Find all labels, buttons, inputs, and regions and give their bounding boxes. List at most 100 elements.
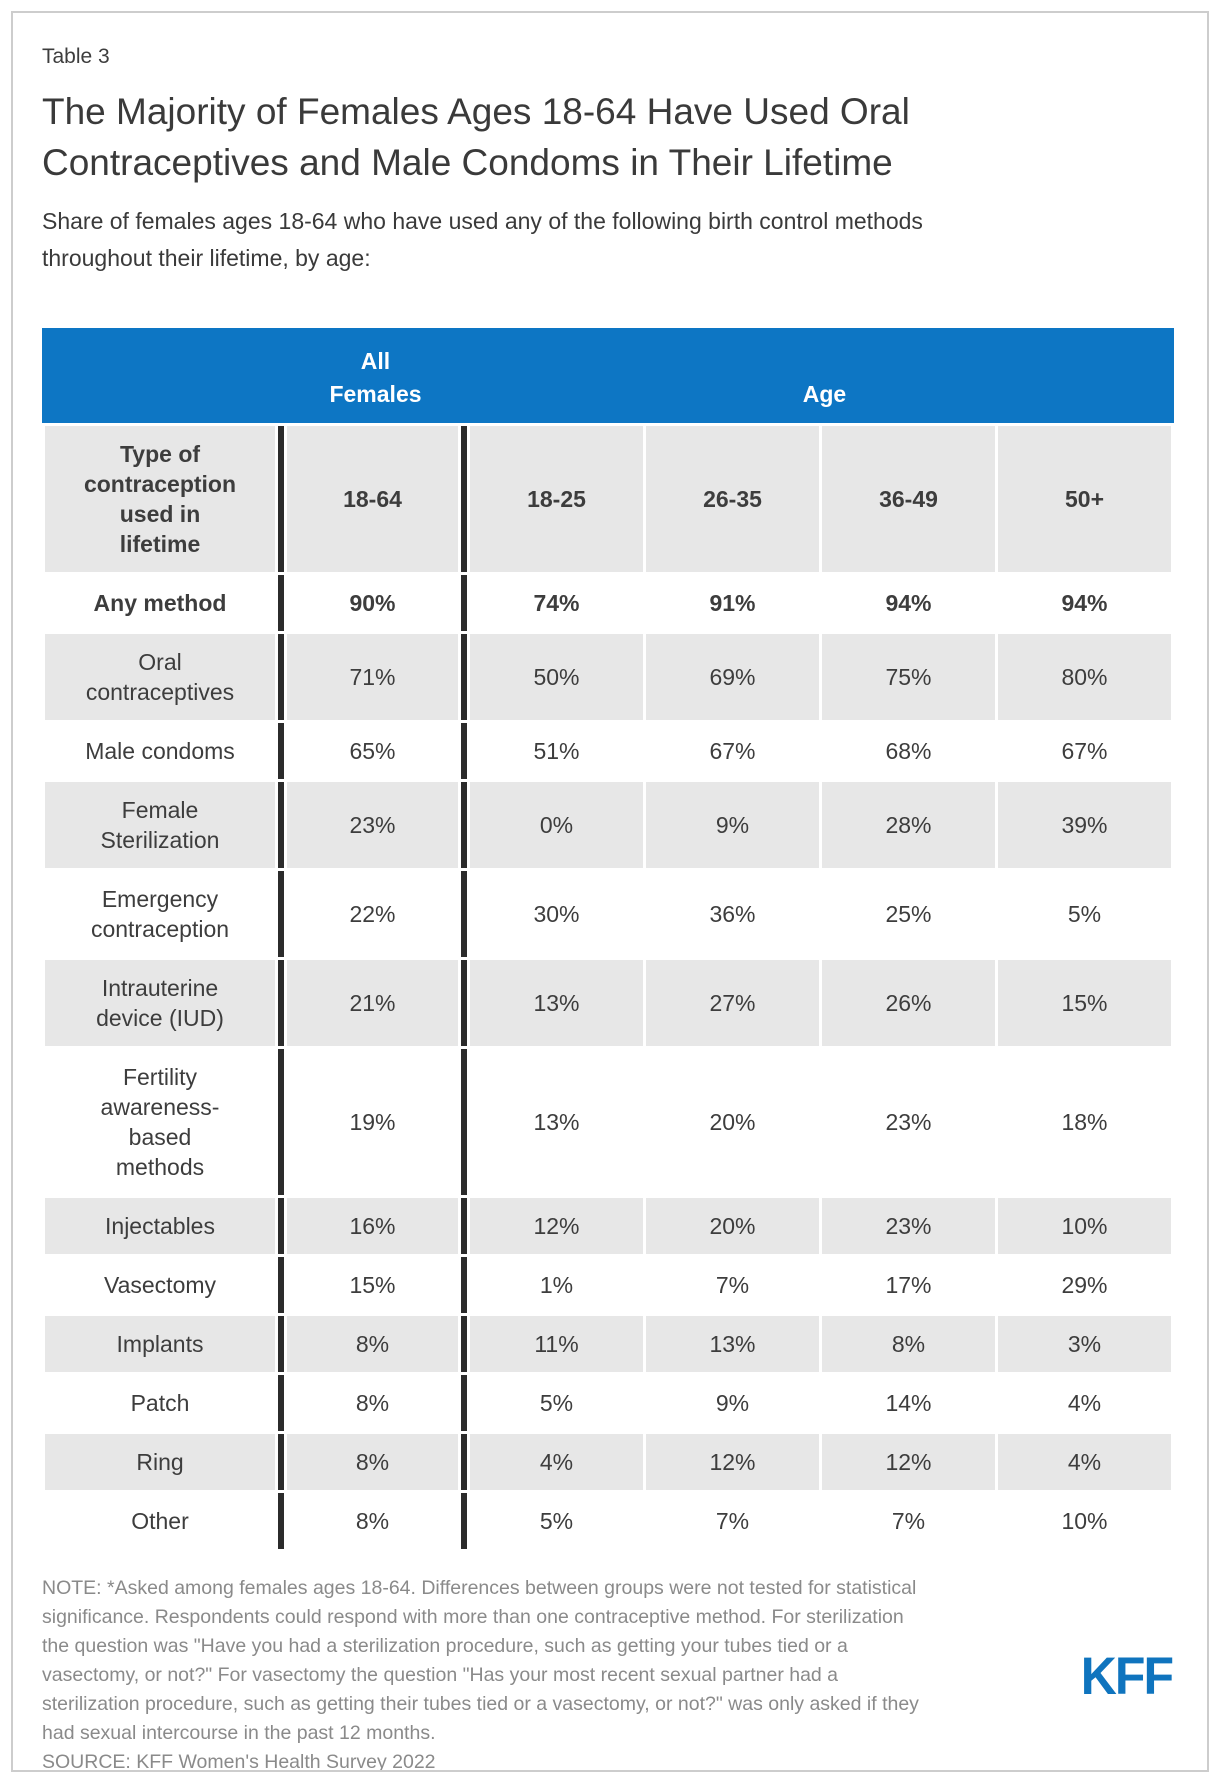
vertical-divider xyxy=(461,575,467,631)
cell-value: 65% xyxy=(349,738,396,764)
cell-value: 25% xyxy=(885,901,932,927)
cell-value: 13% xyxy=(470,960,643,1046)
table-row: Injectables 16% 12% 20% 23% 10% xyxy=(45,1198,1171,1254)
vertical-divider xyxy=(461,1257,467,1313)
cell-value: 90% xyxy=(349,590,396,616)
row-label: Patch xyxy=(130,1390,190,1416)
vertical-divider xyxy=(278,723,284,779)
cell-value: 50% xyxy=(470,634,643,720)
footnotes: NOTE: *Asked among females ages 18-64. D… xyxy=(42,1574,1070,1772)
col-header-18-64: 18-64 xyxy=(287,426,458,572)
vertical-divider xyxy=(461,1316,467,1372)
cell-value: 4% xyxy=(470,1434,643,1490)
col-header-50plus: 50+ xyxy=(998,426,1171,572)
cell-value: 9% xyxy=(646,782,819,868)
page-card: Table 3 The Majority of Females Ages 18-… xyxy=(11,11,1209,1772)
vertical-divider xyxy=(461,634,467,720)
page-content: Table 3 The Majority of Females Ages 18-… xyxy=(13,13,1207,1772)
col-header-18-25: 18-25 xyxy=(470,426,643,572)
vertical-divider xyxy=(461,871,467,957)
cell-value: 7% xyxy=(715,1508,750,1534)
cell-value: 4% xyxy=(1067,1390,1102,1416)
cell-value: 20% xyxy=(646,1198,819,1254)
cell-value: 15% xyxy=(998,960,1171,1046)
column-header-row: Type of contraception used in lifetime 1… xyxy=(45,426,1171,572)
vertical-divider xyxy=(278,871,284,957)
table-row: Female Sterilization 23% 0% 9% 28% 39% xyxy=(45,782,1171,868)
vertical-divider xyxy=(461,1434,467,1490)
page-subtitle: Share of females ages 18-64 who have use… xyxy=(42,208,923,271)
vertical-divider xyxy=(461,723,467,779)
group-header-age: Age xyxy=(802,381,847,407)
table-row: Male condoms 65% 51% 67% 68% 67% xyxy=(45,723,1171,779)
table-row: Patch 8% 5% 9% 14% 4% xyxy=(45,1375,1171,1431)
vertical-divider xyxy=(461,1198,467,1254)
note-text: NOTE: *Asked among females ages 18-64. D… xyxy=(42,1577,919,1744)
vertical-divider xyxy=(278,1257,284,1313)
cell-value: 3% xyxy=(998,1316,1171,1372)
cell-value: 16% xyxy=(287,1198,458,1254)
row-label: Any method xyxy=(93,590,227,616)
cell-value: 4% xyxy=(998,1434,1171,1490)
vertical-divider xyxy=(278,634,284,720)
row-label: Emergency contraception xyxy=(90,886,230,942)
cell-value: 91% xyxy=(709,590,756,616)
source-text: SOURCE: KFF Women's Health Survey 2022 xyxy=(42,1751,436,1772)
cell-value: 7% xyxy=(891,1508,926,1534)
cell-value: 75% xyxy=(822,634,995,720)
row-header-label: Type of contraception used in lifetime xyxy=(45,426,275,572)
cell-value: 8% xyxy=(355,1508,390,1534)
row-label: Vasectomy xyxy=(103,1272,217,1298)
vertical-divider xyxy=(461,782,467,868)
vertical-divider xyxy=(461,1375,467,1431)
row-label: Injectables xyxy=(45,1198,275,1254)
cell-value: 51% xyxy=(533,738,580,764)
kff-logo: KFF xyxy=(1080,1646,1174,1705)
row-label: Fertility awareness- based methods xyxy=(100,1064,220,1180)
vertical-divider xyxy=(278,1493,284,1549)
cell-value: 80% xyxy=(998,634,1171,720)
table-group-header-bar: All Females Age xyxy=(42,328,1174,423)
row-label: Male condoms xyxy=(85,738,235,764)
logo-container: KFF xyxy=(1070,1646,1178,1705)
col-header-26-35: 26-35 xyxy=(646,426,819,572)
cell-value: 1% xyxy=(539,1272,574,1298)
cell-value: 26% xyxy=(822,960,995,1046)
cell-value: 8% xyxy=(287,1434,458,1490)
cell-value: 10% xyxy=(998,1198,1171,1254)
cell-value: 69% xyxy=(646,634,819,720)
table-row: Intrauterine device (IUD) 21% 13% 27% 26… xyxy=(45,960,1171,1046)
cell-value: 29% xyxy=(1061,1272,1108,1298)
cell-value: 13% xyxy=(533,1109,580,1135)
cell-value: 5% xyxy=(1067,901,1102,927)
vertical-divider xyxy=(278,1198,284,1254)
vertical-divider xyxy=(278,1434,284,1490)
cell-value: 18% xyxy=(1061,1109,1108,1135)
cell-value: 12% xyxy=(822,1434,995,1490)
cell-value: 68% xyxy=(885,738,932,764)
cell-value: 36% xyxy=(709,901,756,927)
cell-value: 13% xyxy=(646,1316,819,1372)
row-label: Ring xyxy=(45,1434,275,1490)
cell-value: 94% xyxy=(1061,590,1108,616)
footer: NOTE: *Asked among females ages 18-64. D… xyxy=(42,1574,1178,1772)
cell-value: 23% xyxy=(287,782,458,868)
cell-value: 21% xyxy=(287,960,458,1046)
cell-value: 11% xyxy=(470,1316,643,1372)
vertical-divider xyxy=(278,960,284,1046)
row-label: Female Sterilization xyxy=(45,782,275,868)
cell-value: 14% xyxy=(885,1390,932,1416)
contraception-table: Type of contraception used in lifetime 1… xyxy=(42,423,1174,1552)
cell-value: 30% xyxy=(533,901,580,927)
col-header-36-49: 36-49 xyxy=(822,426,995,572)
cell-value: 67% xyxy=(1061,738,1108,764)
vertical-divider xyxy=(461,960,467,1046)
cell-value: 7% xyxy=(715,1272,750,1298)
cell-value: 12% xyxy=(646,1434,819,1490)
cell-value: 10% xyxy=(1061,1508,1108,1534)
row-label: Intrauterine device (IUD) xyxy=(45,960,275,1046)
cell-value: 27% xyxy=(646,960,819,1046)
table-row: Implants 8% 11% 13% 8% 3% xyxy=(45,1316,1171,1372)
cell-value: 17% xyxy=(885,1272,932,1298)
vertical-divider xyxy=(278,575,284,631)
